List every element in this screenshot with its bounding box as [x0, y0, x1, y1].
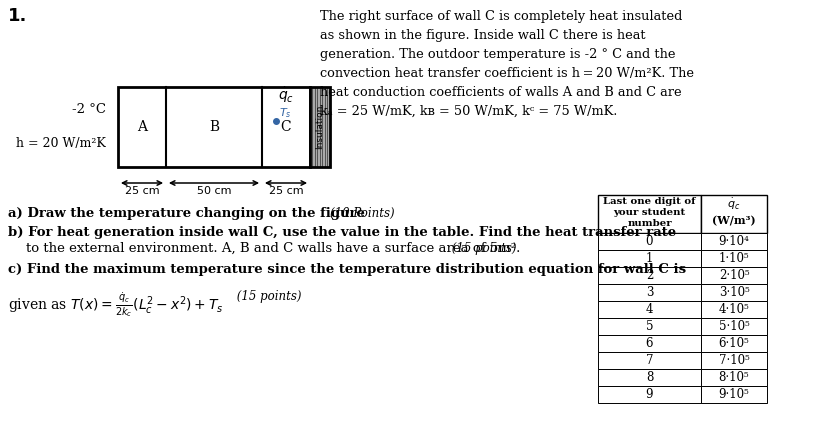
Text: h = 20 W/m²K: h = 20 W/m²K — [16, 136, 106, 150]
Bar — [598, 318, 701, 335]
Bar — [701, 267, 767, 284]
Text: as shown in the figure. Inside wall ​C​ there is heat: as shown in the figure. Inside wall ​C​ … — [320, 29, 646, 42]
Bar — [598, 301, 701, 318]
Text: (10 Points): (10 Points) — [330, 207, 394, 220]
Text: 9·10⁴: 9·10⁴ — [719, 235, 749, 248]
Text: 7: 7 — [646, 354, 653, 367]
Text: 4·10⁵: 4·10⁵ — [719, 303, 749, 316]
Text: convection heat transfer coefficient is h = 20 W/m²K. The: convection heat transfer coefficient is … — [320, 67, 694, 80]
Text: 25 cm: 25 cm — [125, 186, 160, 196]
Text: 1.: 1. — [8, 7, 27, 25]
Text: Insulation: Insulation — [315, 105, 324, 149]
Text: 9·10⁵: 9·10⁵ — [719, 388, 749, 401]
Text: 3: 3 — [646, 286, 653, 299]
Bar — [598, 369, 701, 386]
Bar — [701, 301, 767, 318]
Bar — [598, 250, 701, 267]
Bar — [598, 386, 701, 403]
Bar — [701, 369, 767, 386]
Bar — [598, 284, 701, 301]
Bar — [598, 195, 701, 233]
Text: c) Find the maximum temperature since the temperature distribution equation for : c) Find the maximum temperature since th… — [8, 263, 686, 276]
Text: A: A — [137, 120, 147, 134]
Text: 3·10⁵: 3·10⁵ — [719, 286, 749, 299]
Text: a) Draw the temperature changing on the figure: a) Draw the temperature changing on the … — [8, 207, 370, 220]
Bar — [701, 195, 767, 233]
Bar — [701, 250, 767, 267]
Text: 8·10⁵: 8·10⁵ — [719, 371, 749, 384]
Bar — [701, 335, 767, 352]
Bar — [598, 352, 701, 369]
Text: $T_s$: $T_s$ — [280, 106, 292, 119]
Text: $\dot{q}_c$: $\dot{q}_c$ — [278, 85, 294, 105]
Text: 5: 5 — [646, 320, 653, 333]
Text: -2 °C: -2 °C — [72, 103, 106, 116]
Bar — [598, 267, 701, 284]
Text: $\dot{q}_c$
(W/m³): $\dot{q}_c$ (W/m³) — [712, 197, 756, 226]
Text: B: B — [209, 120, 219, 134]
Text: 1·10⁵: 1·10⁵ — [719, 252, 749, 265]
Text: 6: 6 — [646, 337, 653, 350]
Bar — [701, 318, 767, 335]
Text: 5·10⁵: 5·10⁵ — [719, 320, 749, 333]
Text: 2: 2 — [646, 269, 653, 282]
Text: 7·10⁵: 7·10⁵ — [719, 354, 749, 367]
Bar — [701, 386, 767, 403]
Text: heat conduction coefficients of walls ​A​ and ​B​ and C are: heat conduction coefficients of walls ​A… — [320, 86, 681, 99]
Text: (15 points): (15 points) — [448, 242, 517, 255]
Text: 9: 9 — [646, 388, 653, 401]
Text: (15 points): (15 points) — [233, 290, 302, 303]
Text: b) For heat generation inside wall C, use the value in the table. Find the heat : b) For heat generation inside wall C, us… — [8, 226, 676, 239]
Text: C: C — [280, 120, 291, 134]
Text: Last one digit of
your student
number: Last one digit of your student number — [603, 197, 696, 227]
Text: 50 cm: 50 cm — [197, 186, 232, 196]
Bar — [701, 352, 767, 369]
Text: The right surface of wall ​C​ is completely heat insulated: The right surface of wall ​C​ is complet… — [320, 10, 682, 23]
Text: 8: 8 — [646, 371, 653, 384]
Bar — [598, 233, 701, 250]
Bar — [118, 87, 310, 167]
Bar — [701, 284, 767, 301]
Text: 0: 0 — [646, 235, 653, 248]
Text: generation. The outdoor temperature is -2 ° C and the: generation. The outdoor temperature is -… — [320, 48, 676, 61]
Bar — [701, 233, 767, 250]
Text: kₐ = 25 W/mK, kʙ = 50 W/mK, kᶜ = 75 W/mK.: kₐ = 25 W/mK, kʙ = 50 W/mK, kᶜ = 75 W/mK… — [320, 105, 618, 118]
Text: 1: 1 — [646, 252, 653, 265]
Text: to the external environment. A, B and C walls have a surface area of 5m².: to the external environment. A, B and C … — [26, 242, 520, 255]
Bar — [598, 335, 701, 352]
Text: 25 cm: 25 cm — [269, 186, 304, 196]
Bar — [310, 87, 330, 167]
Text: 2·10⁵: 2·10⁵ — [719, 269, 749, 282]
Text: 4: 4 — [646, 303, 653, 316]
Text: given as $T(x) = \frac{\dot{q}_c}{2k_c}(L_c^2 - x^2) + T_s$: given as $T(x) = \frac{\dot{q}_c}{2k_c}(… — [8, 290, 223, 319]
Text: 6·10⁵: 6·10⁵ — [719, 337, 749, 350]
